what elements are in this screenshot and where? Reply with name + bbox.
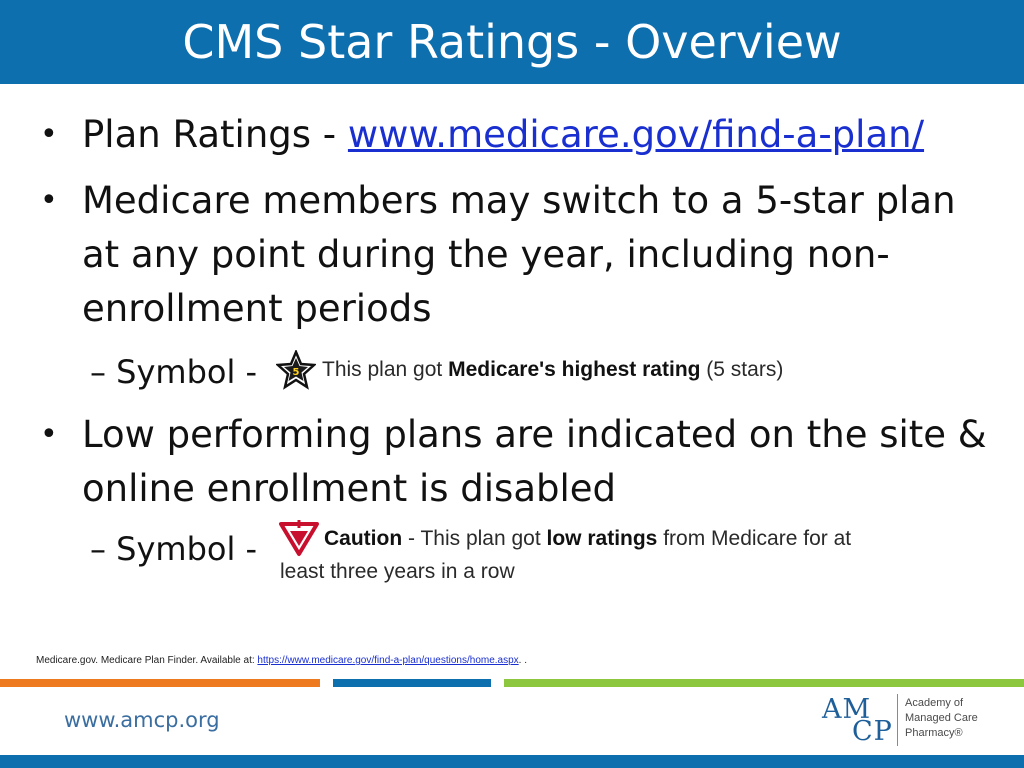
citation-link[interactable]: https://www.medicare.gov/find-a-plan/que… (257, 655, 519, 666)
star-number: 5 (293, 367, 300, 378)
amcp-logo: AM CP Academy of Managed Care Pharmacy® (820, 692, 1000, 748)
badge-text-pre: This plan got (322, 358, 449, 381)
footer-stripe-blue (333, 679, 491, 687)
bullet-line: enrollment periods (82, 287, 432, 330)
caution-badge: Caution - This plan got low ratings from… (278, 518, 958, 584)
caution-badge-text: Caution - This plan got low ratings from… (324, 527, 851, 551)
citation-text: Medicare.gov. Medicare Plan Finder. Avai… (36, 655, 258, 666)
subbullet-symbol-star: – Symbol - (90, 350, 257, 394)
logo-word: Pharmacy® (905, 727, 963, 739)
bullet-plan-ratings: • Plan Ratings - www.medicare.gov/find-a… (40, 108, 925, 162)
subbullet-text: – Symbol - (90, 530, 258, 568)
logo-cp: CP (852, 716, 893, 747)
title-bar: CMS Star Ratings - Overview (0, 0, 1024, 84)
five-star-icon: 5 (276, 350, 316, 390)
logo-divider (897, 694, 898, 746)
logo-am: AM (822, 694, 872, 725)
bullet-line: online enrollment is disabled (82, 467, 617, 510)
caution-text-bold: low ratings (546, 527, 658, 550)
bullet-low-performing: • Low performing plans are indicated on … (40, 408, 987, 516)
footer-stripe-green (504, 679, 1024, 687)
bullet-line: Medicare members may switch to a 5-star … (82, 179, 956, 222)
bullet-line: at any point during the year, including … (82, 233, 890, 276)
bullet-switch-5-star: • Medicare members may switch to a 5-sta… (40, 174, 956, 336)
bullet-dot: • (40, 417, 58, 452)
badge-text-post: (5 stars) (700, 358, 784, 381)
caution-label: Caution (324, 527, 403, 550)
bottom-bar (0, 755, 1024, 768)
citation: Medicare.gov. Medicare Plan Finder. Avai… (36, 655, 527, 666)
medicare-find-plan-link[interactable]: www.medicare.gov/find-a-plan/ (347, 113, 925, 156)
bullet-prefix: Plan Ratings - (82, 113, 348, 156)
bullet-line: Low performing plans are indicated on th… (82, 413, 987, 456)
badge-text-bold: Medicare's highest rating (448, 358, 701, 381)
five-star-badge-text: This plan got Medicare's highest rating … (322, 358, 783, 382)
footer-stripe-orange (0, 679, 320, 687)
slide-title: CMS Star Ratings - Overview (182, 15, 842, 69)
logo-words: Academy of Managed Care Pharmacy® (905, 696, 978, 741)
caution-icon (279, 520, 319, 556)
caution-text-post: from Medicare for at (657, 527, 852, 550)
caution-text-pre: - This plan got (402, 527, 547, 550)
caution-text-line2: least three years in a row (280, 560, 515, 583)
five-star-badge: 5 This plan got Medicare's highest ratin… (276, 350, 783, 390)
citation-suffix: . . (518, 655, 528, 666)
footer-url[interactable]: www.amcp.org (64, 708, 220, 732)
logo-word: Managed Care (905, 712, 978, 724)
subbullet-symbol-caution: – Symbol - (90, 527, 257, 571)
bullet-dot: • (40, 183, 58, 218)
subbullet-text: – Symbol - (90, 353, 258, 391)
bullet-dot: • (40, 117, 58, 152)
logo-word: Academy of (905, 697, 964, 709)
